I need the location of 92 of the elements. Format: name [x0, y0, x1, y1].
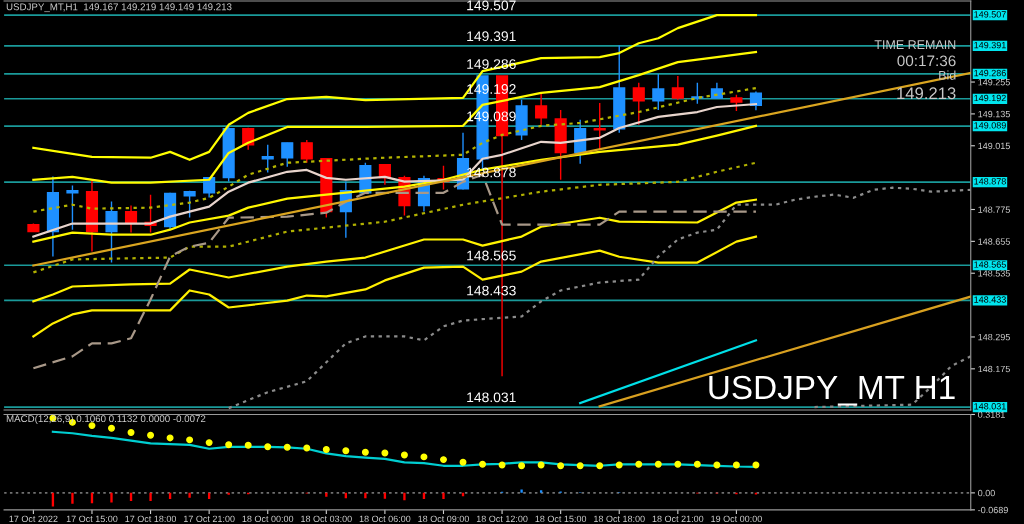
x-tick-label: 18 Oct 15:00: [535, 515, 587, 523]
annotation: Bid: [939, 70, 956, 80]
annotation: 149.213: [897, 87, 956, 100]
point: [479, 460, 487, 468]
y-tick-label: 149.135: [978, 110, 1010, 118]
point: [186, 436, 194, 444]
ref-line-label: 149.507: [974, 11, 1006, 18]
point: [244, 441, 252, 449]
x-tick-label: 18 Oct 06:00: [359, 515, 411, 523]
point: [518, 462, 526, 470]
point: [440, 456, 447, 464]
point: [342, 447, 350, 455]
annotation: USDJPY_MT H1: [709, 375, 955, 406]
point: [147, 431, 155, 439]
point: [557, 462, 565, 470]
line-series: [32, 124, 758, 243]
x-tick-label: 18 Oct 00:00: [242, 515, 294, 523]
ref-line-label: 148.031: [974, 403, 1006, 410]
point: [693, 460, 701, 468]
candlestick: [652, 73, 665, 111]
x-tick-label: 17 Oct 21:00: [183, 515, 235, 523]
y-tick-label: -0.0689: [978, 506, 1008, 514]
line-series: [32, 14, 758, 161]
point: [576, 462, 584, 470]
x-tick-label: 18 Oct 09:00: [418, 515, 469, 523]
point: [205, 439, 213, 447]
point: [381, 449, 389, 457]
x-tick-label: 17 Oct 15:00: [66, 515, 118, 523]
x-tick-label: 18 Oct 18:00: [594, 515, 645, 523]
point: [596, 462, 604, 470]
line-series: [32, 161, 758, 274]
point: [459, 458, 467, 466]
y-tick-label: 149.255: [978, 79, 1010, 86]
candlestick: [535, 92, 548, 126]
candlestick: [671, 75, 684, 101]
point: [88, 422, 96, 430]
line-series: [32, 198, 758, 303]
ref-line-label: 148.878: [974, 178, 1006, 185]
point: [127, 429, 135, 436]
ref-line-label: 149.089: [974, 122, 1006, 129]
y-tick-label: 148.535: [978, 270, 1010, 277]
y-tick-label: 149.015: [978, 142, 1010, 150]
x-tick-label: 17 Oct 18:00: [125, 515, 177, 523]
point: [654, 460, 662, 468]
chart-title: USDJPY_MT,H1 149.167 149.219 149.149 149.213: [6, 3, 232, 13]
x-tick-label: 18 Oct 03:00: [301, 515, 352, 523]
candlestick: [632, 82, 645, 126]
candlestick: [593, 102, 606, 151]
ref-line-label: 149.391: [974, 41, 1006, 49]
text: 149.507: [467, 0, 516, 11]
point: [264, 443, 272, 451]
point: [635, 460, 643, 468]
x-tick-label: 18 Oct 12:00: [476, 515, 528, 523]
point: [400, 451, 408, 459]
y-tick-label: 0.3181: [978, 411, 1005, 418]
point: [361, 448, 369, 456]
candlestick: [66, 184, 79, 231]
point: [674, 460, 682, 468]
y-tick-label: 0.00: [978, 489, 995, 497]
y-tick-label: 148.655: [978, 238, 1010, 245]
x-tick-label: 18 Oct 21:00: [652, 515, 704, 523]
candlestick: [183, 189, 196, 219]
point: [420, 453, 428, 461]
x-tick-label: 17 Oct 2022: [9, 515, 58, 523]
candlestick: [124, 204, 138, 234]
y-tick-label: 148.175: [978, 365, 1010, 373]
annotation: 00:17:36: [897, 55, 956, 67]
point: [537, 461, 545, 469]
point: [303, 444, 311, 452]
point: [283, 443, 291, 451]
ref-line-label: 148.433: [974, 296, 1006, 303]
line-series: [32, 235, 758, 338]
x-tick-label: 19 Oct 00:00: [711, 515, 762, 523]
y-tick-label: 148.295: [978, 333, 1010, 341]
ref-line-label: 149.286: [974, 69, 1006, 77]
point: [713, 461, 721, 469]
point: [615, 461, 623, 469]
y-tick-label: 148.775: [978, 206, 1010, 213]
point: [732, 461, 740, 469]
point: [166, 434, 174, 442]
point: [225, 441, 233, 449]
text: 149.089: [467, 111, 516, 122]
point: [108, 424, 115, 432]
point: [322, 446, 330, 453]
candlestick: [300, 139, 313, 164]
text: 148.031: [467, 392, 516, 403]
text: 149.391: [467, 31, 516, 42]
candlestick: [281, 142, 294, 168]
ref-line-label: 149.192: [974, 94, 1006, 102]
text: 149.286: [467, 59, 516, 69]
text: 149.192: [467, 84, 516, 94]
ref-line-label: 148.565: [974, 261, 1006, 268]
